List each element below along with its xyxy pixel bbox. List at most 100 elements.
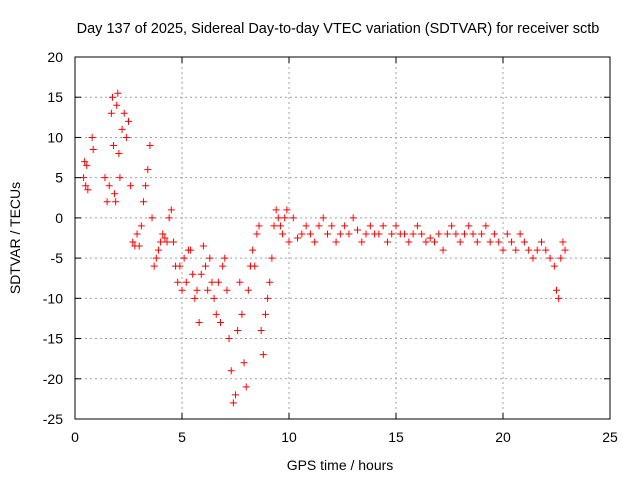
data-point [217,318,225,326]
data-point [219,262,227,270]
data-point [490,230,498,238]
data-point [392,222,400,230]
data-point [83,162,91,170]
data-point [332,238,340,246]
data-point [525,246,533,254]
data-point [298,230,306,238]
data-point [341,222,349,230]
data-point [107,109,115,117]
data-point [418,230,426,238]
data-point [80,174,88,182]
data-point [362,230,370,238]
data-point [279,230,287,238]
y-tick-label: 5 [55,170,63,186]
x-tick-labels: 0 5 10 15 20 25 [71,57,618,445]
data-point [114,89,122,97]
data-point [242,383,250,391]
data-point [261,310,269,318]
data-point [274,214,282,222]
data-point [465,222,473,230]
data-point [559,238,567,246]
data-point [210,294,218,302]
data-point [379,222,387,230]
data-point [120,109,128,117]
data-point [550,262,558,270]
data-point [118,125,126,133]
data-point [88,133,96,141]
data-point [105,182,113,190]
data-point [266,278,274,286]
data-point [383,238,391,246]
data-point [139,198,147,206]
data-point [167,206,175,214]
data-point [443,230,451,238]
data-point [84,186,92,194]
data-point [135,242,143,250]
data-point [240,359,248,367]
data-point [413,222,421,230]
data-point [302,222,310,230]
data-point [236,278,244,286]
data-point [165,214,173,222]
data-point [542,246,550,254]
data-point [283,206,291,214]
data-point [191,294,199,302]
data-point [225,335,233,343]
y-tick-label: -10 [43,290,63,306]
data-point [324,230,332,238]
data-point [268,254,276,262]
data-point [270,222,278,230]
data-point [189,270,197,278]
data-point [315,222,323,230]
data-point [289,214,297,222]
x-tick-label: 10 [281,429,297,445]
data-point [452,230,460,238]
data-point [264,294,272,302]
data-point [405,238,413,246]
data-point [409,230,417,238]
data-point [154,246,162,254]
data-point [229,399,237,407]
chart-title: Day 137 of 2025, Sidereal Day-to-day VTE… [77,21,600,37]
data-point [148,214,156,222]
data-point [508,238,516,246]
data-point [557,254,565,262]
data-point [255,222,263,230]
y-tick-label: -15 [43,331,63,347]
data-point [221,254,229,262]
data-point [223,286,231,294]
data-point [137,222,145,230]
y-tick-label: -25 [43,411,63,427]
data-point [82,182,90,190]
data-point [533,246,541,254]
data-point [478,230,486,238]
data-point [204,286,212,294]
data-point [214,278,222,286]
data-point [431,238,439,246]
x-tick-label: 15 [388,429,404,445]
data-point [146,141,154,149]
data-point [388,230,396,238]
x-tick-label: 20 [495,429,511,445]
data-point [116,174,124,182]
x-tick-label: 5 [178,429,186,445]
data-point [157,238,165,246]
data-point [553,286,560,294]
data-point [336,230,344,238]
data-point [469,230,477,238]
data-point [180,254,188,262]
x-tick-label: 0 [71,429,79,445]
data-point [503,230,511,238]
data-point [281,214,289,222]
data-point [150,262,158,270]
data-point [129,238,137,246]
data-point [456,238,464,246]
data-point [103,198,111,206]
data-point [448,222,456,230]
data-point [486,238,494,246]
data-point [285,238,293,246]
grid [75,57,610,419]
data-point [257,327,265,335]
data-point [159,230,167,238]
data-point [178,286,186,294]
